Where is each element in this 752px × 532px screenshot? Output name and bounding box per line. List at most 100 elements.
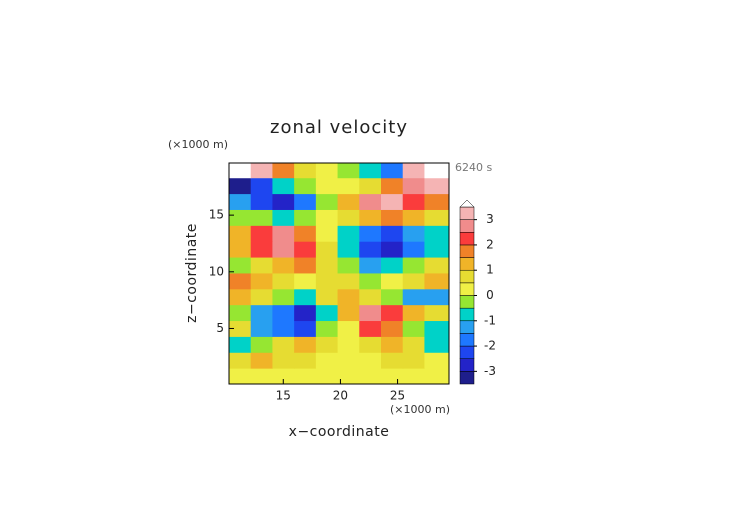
field-cell [250, 193, 273, 210]
field-cell [337, 368, 360, 385]
colorbar-tick-label: -2 [484, 339, 496, 353]
field-cell [381, 209, 404, 226]
field-cell [402, 272, 425, 290]
field-cell [294, 257, 317, 274]
field-cell [272, 336, 295, 353]
colorbar-box [459, 371, 475, 385]
field-cell [337, 209, 360, 226]
field-cell [294, 177, 317, 195]
x-tick-label: 25 [390, 389, 405, 403]
field-cell [337, 352, 360, 369]
field-cell [315, 209, 339, 226]
field-cell [229, 257, 252, 274]
field-cell [337, 193, 360, 210]
field-cell [359, 288, 382, 306]
field-cell [229, 163, 252, 179]
time-label: 6240 s [455, 161, 492, 174]
field-cell [402, 163, 425, 179]
field-cell [250, 257, 273, 274]
field-cell [315, 320, 339, 337]
field-cell [424, 288, 450, 306]
x-tick-label: 15 [276, 389, 291, 403]
colorbar-tick-label: 1 [486, 263, 494, 277]
colorbar-box [459, 232, 475, 246]
field-cell [315, 225, 339, 242]
field-cell [402, 209, 425, 226]
field-cell [402, 368, 425, 385]
y-tick-label: 10 [209, 264, 224, 278]
field-cell [381, 272, 404, 290]
field-cell [424, 163, 450, 179]
colorbar-box [459, 295, 475, 309]
field-cell [315, 304, 339, 322]
field-cell [294, 241, 317, 258]
field-cell [424, 177, 450, 195]
field-cell [250, 304, 273, 322]
colorbar-box [459, 282, 475, 296]
field-cell [250, 368, 273, 385]
y-unit: (×1000 m) [168, 138, 228, 151]
colorbar-tick-label: 2 [486, 237, 494, 251]
field-cell [229, 193, 252, 210]
field-cell [229, 336, 252, 353]
field-cell [381, 288, 404, 306]
field-cell [402, 352, 425, 369]
field-cell [337, 257, 360, 274]
field-cell [359, 272, 382, 290]
field-cell [424, 209, 450, 226]
field-cell [424, 193, 450, 210]
field-cell [402, 336, 425, 353]
field-cell [250, 336, 273, 353]
field-cell [424, 257, 450, 274]
field-cell [381, 320, 404, 337]
x-axis-title: x−coordinate [289, 424, 390, 440]
plot-frame [228, 162, 450, 385]
field-cell [229, 304, 252, 322]
field-cell [294, 288, 317, 306]
field-cell [381, 225, 404, 242]
field-cell [229, 272, 252, 290]
field-cell [315, 257, 339, 274]
field-cell [315, 272, 339, 290]
field-cell [229, 288, 252, 306]
field-cell [359, 241, 382, 258]
field-cell [294, 193, 317, 210]
field-cell [402, 320, 425, 337]
colorbar-box [459, 358, 475, 372]
x-unit: (×1000 m) [390, 403, 450, 416]
field-cell [359, 163, 382, 179]
field-cell [337, 304, 360, 322]
field-cell [229, 209, 252, 226]
field-cell [294, 352, 317, 369]
chart-title: zonal velocity [270, 117, 408, 138]
field-cell [272, 368, 295, 385]
field-cell [337, 177, 360, 195]
colorbar-box [459, 269, 475, 284]
field-cell [315, 288, 339, 306]
field-cell [381, 241, 404, 258]
colorbar-box [459, 206, 475, 220]
field-cell [272, 288, 295, 306]
field-cell [250, 209, 273, 226]
colorbar-tick-label: -1 [484, 313, 496, 327]
field-cell [229, 241, 252, 258]
field-cell [250, 288, 273, 306]
y-tick-label: 15 [209, 208, 224, 222]
field-cell [359, 193, 382, 210]
field-cell [250, 177, 273, 195]
field-cell [294, 163, 317, 179]
field-cell [359, 320, 382, 337]
field-cell [402, 257, 425, 274]
field-cell [294, 320, 317, 337]
field-cell [250, 352, 273, 369]
field-cell [294, 368, 317, 385]
field-cell [359, 304, 382, 322]
colorbar-tick-label: 3 [486, 212, 494, 226]
field-cell [229, 352, 252, 369]
field-cell [250, 320, 273, 337]
field-cell [315, 352, 339, 369]
field-cell [272, 241, 295, 258]
field-cell [229, 368, 252, 385]
field-cell [424, 320, 450, 337]
